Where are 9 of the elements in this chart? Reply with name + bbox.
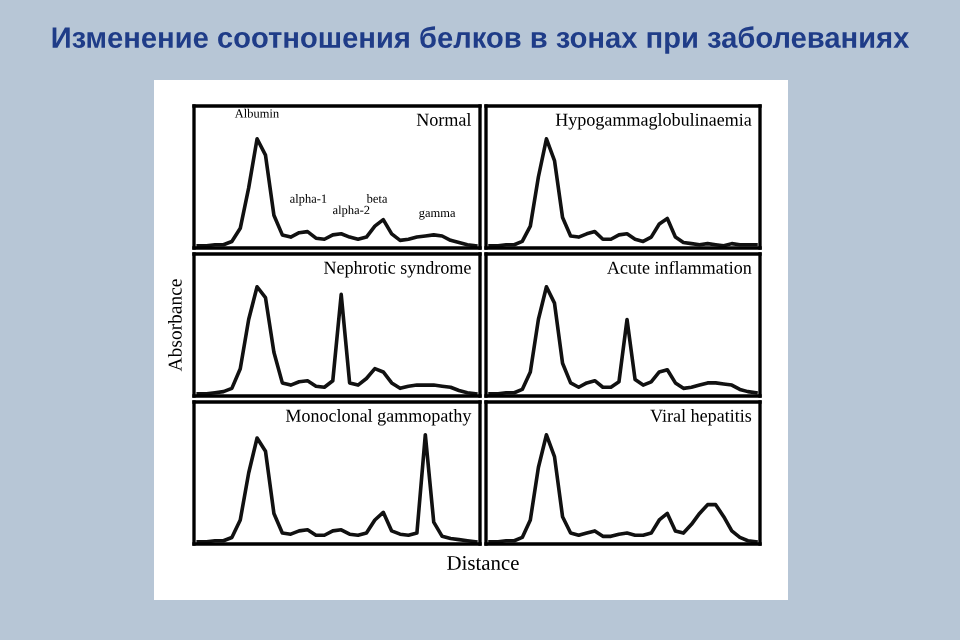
chart-title: Nephrotic syndrome: [324, 261, 471, 278]
x-axis-title: Distance: [447, 556, 519, 571]
chart-title: Hypogammaglobulinaemia: [555, 113, 752, 130]
text: Изменение соотношения белков в зонах при заболеваниях: [52, 26, 910, 54]
chart-title: Viral hepatitis: [650, 409, 752, 426]
chart-title: Normal: [416, 113, 472, 126]
y-axis-title: Absorbance: [168, 279, 182, 372]
chart-title: Monoclonal gammopathy: [285, 409, 472, 426]
chart-title: Acute inflammation: [607, 260, 752, 274]
